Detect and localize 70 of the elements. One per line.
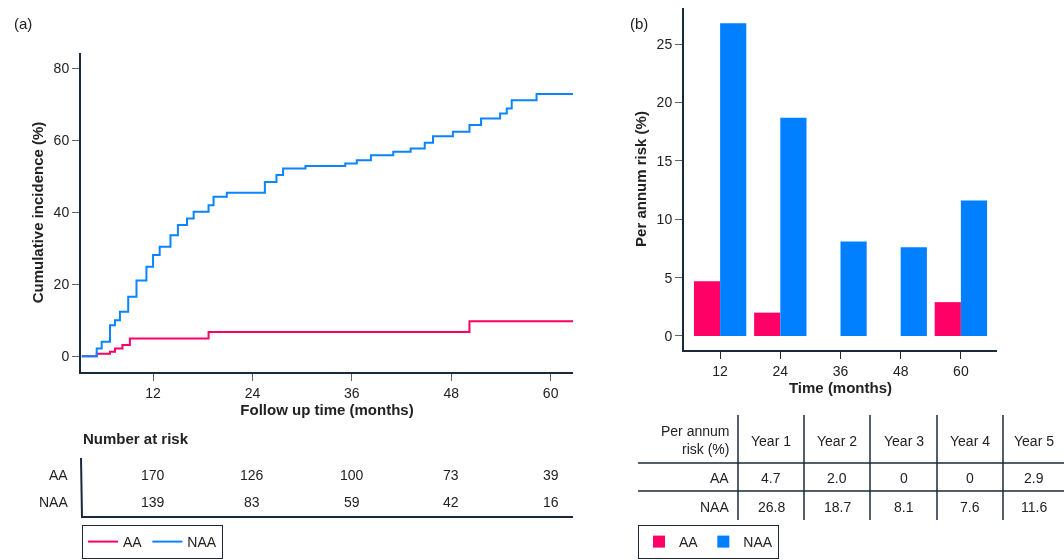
text: 126: [240, 467, 264, 483]
x-tick-label: 12: [145, 384, 162, 401]
x-axis-title: Follow up time (months): [240, 400, 414, 418]
legend-label: AA: [123, 534, 143, 551]
chart-title: (a): [14, 15, 33, 32]
bar: [720, 23, 747, 336]
text: 170: [141, 467, 165, 483]
category-label: Year 1: [751, 433, 792, 449]
x-tick-label: 48: [892, 362, 909, 379]
text: 26.8: [758, 499, 786, 515]
legend-label: NAA: [187, 534, 217, 551]
y-tick-label: 40: [53, 204, 70, 221]
text: Per annum risk (%): [661, 423, 730, 458]
text: AA: [49, 467, 68, 483]
y-tick-label: 80: [53, 60, 70, 77]
text: Number at risk: [83, 430, 189, 447]
text: 139: [141, 494, 165, 510]
x-tick-label: 60: [953, 362, 969, 379]
legend-label: NAA: [743, 534, 773, 551]
y-axis-title: Per annum risk (%): [632, 111, 650, 247]
y-tick-label: 15: [656, 152, 673, 169]
text: 42: [443, 494, 459, 510]
text: NAA: [39, 494, 68, 510]
text: 11.6: [1021, 499, 1048, 515]
text: 59: [344, 494, 360, 510]
x-tick-label: 48: [443, 384, 460, 401]
bar: [900, 247, 927, 336]
y-tick-label: 20: [656, 94, 673, 111]
y-tick-label: 20: [53, 276, 70, 293]
bar: [693, 281, 721, 336]
bar: [780, 117, 807, 336]
y-axis-title: Cumulative incidence (%): [29, 121, 47, 304]
text: 0: [966, 470, 974, 486]
x-tick-label: 24: [772, 362, 789, 379]
x-tick-label: 12: [712, 362, 729, 379]
category-label: AA: [710, 470, 729, 486]
text: 73: [443, 467, 459, 483]
text: 2.9: [1024, 470, 1044, 486]
legend-label: AA: [679, 534, 699, 551]
y-tick-label: 0: [664, 327, 673, 344]
text: 0: [900, 470, 908, 486]
text: 18.7: [824, 499, 852, 515]
bar: [960, 200, 988, 336]
text: 8.1: [894, 499, 914, 515]
y-tick-label: 25: [656, 36, 673, 53]
text: 2.0: [827, 470, 847, 486]
category-label: NAA: [700, 499, 729, 515]
bar: [934, 302, 961, 336]
x-tick-label: 36: [832, 362, 849, 379]
x-tick-label: 24: [244, 384, 261, 401]
category-label: Year 4: [950, 433, 991, 449]
text: 39: [543, 467, 559, 483]
y-tick-label: 10: [656, 211, 673, 228]
x-tick-label: 60: [542, 384, 559, 401]
text: (b): [630, 15, 649, 32]
category-label: Year 3: [884, 433, 925, 449]
text: 83: [244, 494, 260, 510]
y-tick-label: 0: [61, 348, 70, 365]
category-label: Year 5: [1014, 433, 1055, 449]
bar: [754, 312, 781, 336]
text: 4.7: [761, 470, 781, 486]
text: 7.6: [960, 499, 980, 515]
text: 16: [543, 494, 559, 510]
y-tick-label: 5: [664, 269, 673, 286]
y-tick-label: 60: [53, 132, 70, 149]
text: 100: [340, 467, 364, 483]
category-label: Year 2: [817, 433, 858, 449]
bar: [840, 241, 867, 336]
x-axis-title: Time (months): [788, 378, 893, 396]
x-tick-label: 36: [344, 384, 360, 401]
